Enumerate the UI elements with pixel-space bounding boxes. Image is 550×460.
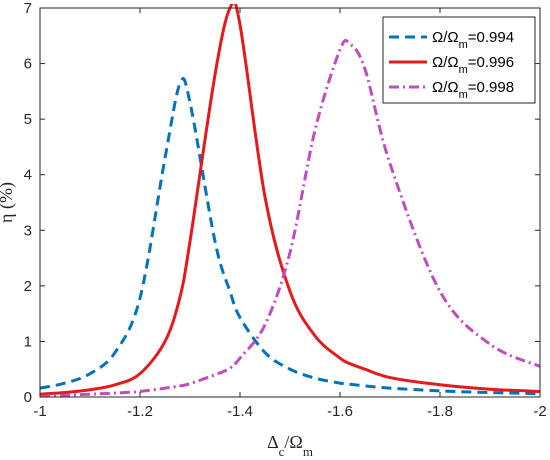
- legend-label-2: Ω/Ωm=0.996: [432, 54, 514, 76]
- series-line-3: [40, 38, 540, 397]
- x-axis-label: Δc/Ωm: [267, 432, 313, 459]
- axes-frame: [39, 7, 541, 398]
- y-tick-label: 0: [24, 389, 32, 406]
- axis-ticks: -1 -1.2 -1.4 -1.6 -1.8 -2 0 1 2 3 4 5 6 7: [24, 0, 547, 420]
- x-tick-label: -1: [33, 403, 46, 420]
- y-tick-label: 1: [24, 333, 32, 350]
- legend: Ω/Ωm=0.994 Ω/Ωm=0.996 Ω/Ωm=0.998: [382, 16, 536, 104]
- legend-label-3: Ω/Ωm=0.998: [432, 79, 514, 101]
- series-line-2: [40, 4, 540, 396]
- y-axis-label: η (%): [0, 182, 17, 223]
- x-axis-label-mid: /Ω: [284, 432, 302, 452]
- x-tick-label: -1.2: [127, 403, 153, 420]
- x-axis-label-sub2: m: [303, 444, 313, 459]
- legend-label-1: Ω/Ωm=0.994: [432, 29, 514, 51]
- x-axis-label-main: Δ: [267, 432, 279, 452]
- x-tick-label: -1.6: [327, 403, 353, 420]
- x-tick-label: -1.8: [427, 403, 453, 420]
- legend-box: [382, 16, 536, 104]
- y-tick-label: 6: [24, 56, 32, 73]
- y-tick-label: 4: [24, 167, 32, 184]
- x-tick-label: -2: [533, 403, 546, 420]
- x-tick-label: -1.4: [227, 403, 253, 420]
- y-tick-label: 3: [24, 222, 32, 239]
- series-line-1: [40, 77, 540, 396]
- y-tick-label: 7: [24, 0, 32, 17]
- y-tick-label: 2: [24, 278, 32, 295]
- x-axis-label-sub1: c: [279, 444, 285, 459]
- plot-marks: [40, 4, 540, 397]
- y-tick-label: 5: [24, 111, 32, 128]
